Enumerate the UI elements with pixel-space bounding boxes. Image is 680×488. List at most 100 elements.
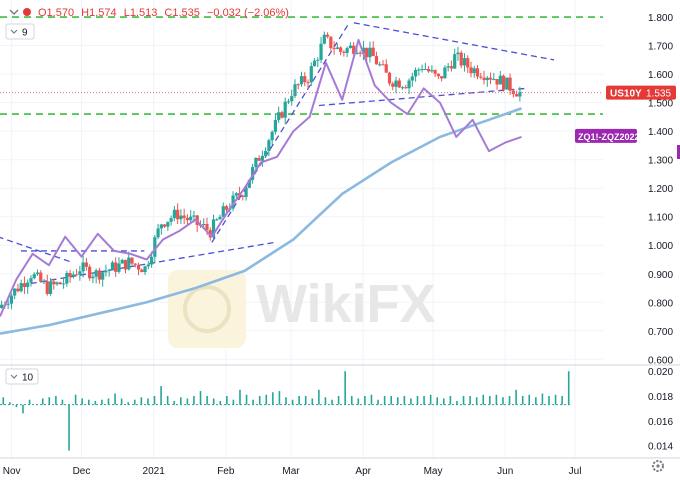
study-legend[interactable]: 9 <box>5 23 35 40</box>
candle-body <box>400 87 405 89</box>
candle-body <box>0 304 4 308</box>
candle-body <box>407 80 411 89</box>
ohlc-legend: O1.570 H1.574 L1.513 C1.535 −0.032 (−2.0… <box>9 7 289 19</box>
y-tick-label-11: 0.700 <box>648 327 673 338</box>
spread-label: ZQ1!-ZQZ2022 <box>578 132 640 142</box>
candle-body <box>492 79 496 81</box>
candle-body <box>39 272 43 282</box>
candle-body <box>296 84 300 86</box>
candle-body <box>26 282 30 288</box>
candle-body <box>251 167 255 180</box>
candle-body <box>120 259 124 264</box>
chevron-down-icon <box>10 29 18 34</box>
candle-body <box>101 272 105 280</box>
x-tick-label-7: Jun <box>497 466 513 477</box>
candle-body <box>65 272 69 284</box>
y-tick-label-6: 1.200 <box>648 184 673 195</box>
settings-button[interactable] <box>652 460 664 472</box>
trendline-3 <box>211 22 350 243</box>
candle-body <box>498 75 502 85</box>
volume-pane <box>0 371 572 451</box>
volume-axis[interactable]: 0.020 0.018 0.016 0.014 <box>648 367 673 452</box>
axis-edge-marker <box>677 145 680 159</box>
wikifx-logo-icon <box>168 270 246 348</box>
horizontal-levels <box>0 16 603 115</box>
volume-tick-label-0: 0.020 <box>648 367 673 378</box>
candle-body <box>417 69 421 71</box>
candle-body <box>42 281 46 283</box>
candle-body <box>280 112 284 118</box>
candle-body <box>485 77 489 81</box>
volume-legend[interactable]: 10 <box>5 368 39 385</box>
gear-icon <box>652 460 664 472</box>
candle-body <box>176 209 180 220</box>
candle-body <box>185 217 190 221</box>
x-tick-label-3: Feb <box>217 466 235 477</box>
candle-body <box>469 67 473 74</box>
candle-body <box>387 72 392 84</box>
candle-body <box>136 264 141 270</box>
candle-body <box>430 70 434 72</box>
x-tick-label-5: Apr <box>355 466 371 477</box>
candle-body <box>374 56 379 65</box>
candle-body <box>16 288 20 292</box>
study-legend-value: 9 <box>22 28 28 39</box>
candle-body <box>277 112 281 120</box>
time-axis[interactable]: Nov Dec 2021 Feb Mar Apr May Jun Jul <box>0 457 680 477</box>
candle-body <box>466 58 470 68</box>
candle-body <box>384 64 388 73</box>
candle-body <box>202 223 206 226</box>
x-tick-label-6: May <box>424 466 443 477</box>
candle-body <box>309 66 313 83</box>
candle-body <box>306 82 310 84</box>
y-tick-label-2: 1.600 <box>648 70 673 81</box>
candle-body <box>319 43 323 60</box>
candle-body <box>322 34 326 44</box>
x-tick-label-2: 2021 <box>143 466 166 477</box>
candle-body <box>449 66 454 69</box>
candle-body <box>505 77 509 90</box>
candle-body <box>247 179 251 188</box>
candle-body <box>149 256 154 265</box>
spread-path <box>0 38 522 317</box>
candle-body <box>303 76 307 83</box>
candle-body <box>335 47 339 49</box>
collapse-button[interactable] <box>9 9 19 15</box>
candle-body <box>413 69 418 77</box>
candle-body <box>410 76 414 81</box>
candle-body <box>9 295 14 304</box>
candle-body <box>325 34 330 37</box>
candle-body <box>221 206 225 217</box>
us10y-label: US10Y <box>610 89 642 100</box>
candle-body <box>205 223 209 231</box>
candle-body <box>107 269 111 271</box>
candle-body <box>45 281 49 295</box>
candle-body <box>78 271 82 275</box>
candle-body <box>166 221 170 227</box>
candle-body <box>329 36 333 49</box>
candle-body <box>518 91 522 97</box>
candle-body <box>479 76 483 78</box>
candle-body <box>192 215 196 217</box>
y-tick-label-0: 1.800 <box>648 13 673 24</box>
candle-body <box>156 228 160 238</box>
candle-body <box>153 237 157 257</box>
candle-body <box>501 75 506 90</box>
candle-body <box>482 77 486 81</box>
candle-body <box>394 80 398 87</box>
candle-body <box>241 195 245 197</box>
price-axis[interactable]: 1.800 1.700 1.600 1.500 1.400 1.300 1.200 1.100… <box>648 13 673 366</box>
candle-body <box>29 278 33 283</box>
candle-body <box>358 52 362 54</box>
candle-body <box>283 101 287 118</box>
y-tick-label-9: 0.900 <box>648 270 673 281</box>
candle-body <box>81 262 85 272</box>
moving-average-path <box>0 107 522 335</box>
gear-icon-hub <box>656 464 660 468</box>
candle-body <box>459 52 463 66</box>
wikifx-logo-ring <box>183 285 231 333</box>
candle-body <box>368 47 372 58</box>
y-tick-label-4: 1.400 <box>648 127 673 138</box>
